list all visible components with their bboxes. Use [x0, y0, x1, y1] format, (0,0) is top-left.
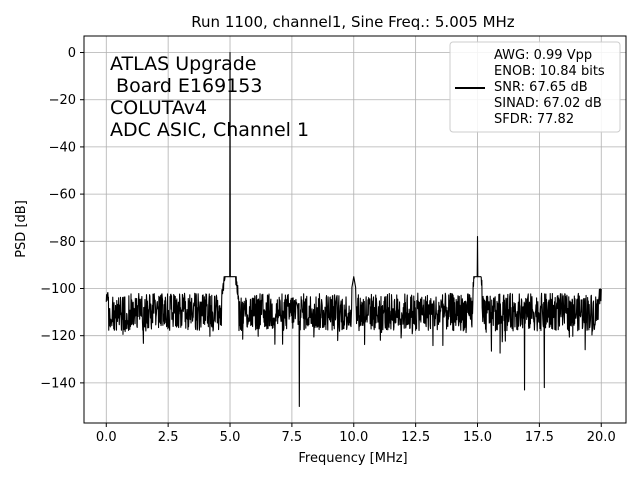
x-tick-label: 0.0: [96, 430, 117, 445]
y-tick-label: −100: [40, 282, 76, 297]
x-tick-label: 2.5: [158, 430, 179, 445]
y-tick-label: −140: [40, 376, 76, 391]
legend-line-5: SFDR: 77.82: [494, 112, 574, 127]
psd-trace-group: [105, 51, 602, 408]
y-tick-label: −40: [49, 140, 76, 155]
plot-frame: [83, 35, 627, 424]
annotation-line-3: COLUTAv4: [110, 97, 207, 119]
x-tick-label: 10.0: [339, 430, 368, 445]
x-axis-ticks: 0.0 2.5 5.0 7.5 10.0 12.5 15.0 17.5 20.0: [96, 423, 616, 445]
x-tick-label: 20.0: [587, 430, 616, 445]
x-tick-label: 17.5: [525, 430, 554, 445]
chart-title: Run 1100, channel1, Sine Freq.: 5.005 MH…: [191, 13, 515, 31]
legend-line-2: ENOB: 10.84 bits: [494, 64, 605, 79]
x-axis-label: Frequency [MHz]: [298, 451, 407, 466]
x-tick-label: 7.5: [282, 430, 303, 445]
x-tick-label: 5.0: [220, 430, 241, 445]
y-axis-label: PSD [dB]: [14, 200, 29, 258]
x-tick-label: 15.0: [463, 430, 492, 445]
board-annotation: ATLAS Upgrade Board E169153 COLUTAv4 ADC…: [110, 53, 309, 141]
psd-trace: [105, 51, 602, 408]
legend: AWG: 0.99 Vpp ENOB: 10.84 bits SNR: 67.6…: [449, 41, 621, 133]
annotation-line-1: ATLAS Upgrade: [110, 53, 256, 75]
y-tick-label: 0: [68, 46, 76, 61]
annotation-line-2: Board E169153: [110, 75, 262, 97]
annotation-line-4: ADC ASIC, Channel 1: [110, 119, 309, 141]
y-tick-label: −80: [49, 235, 76, 250]
y-axis-ticks: 0 −20 −40 −60 −80 −100 −120 −140: [40, 46, 84, 391]
y-tick-label: −20: [49, 93, 76, 108]
legend-line-3: SNR: 67.65 dB: [494, 80, 588, 95]
x-tick-label: 12.5: [401, 430, 430, 445]
legend-line-4: SINAD: 67.02 dB: [494, 96, 602, 111]
y-tick-label: −60: [49, 188, 76, 203]
legend-box: [449, 41, 621, 133]
y-tick-label: −120: [40, 329, 76, 344]
legend-line-1: AWG: 0.99 Vpp: [494, 48, 592, 63]
